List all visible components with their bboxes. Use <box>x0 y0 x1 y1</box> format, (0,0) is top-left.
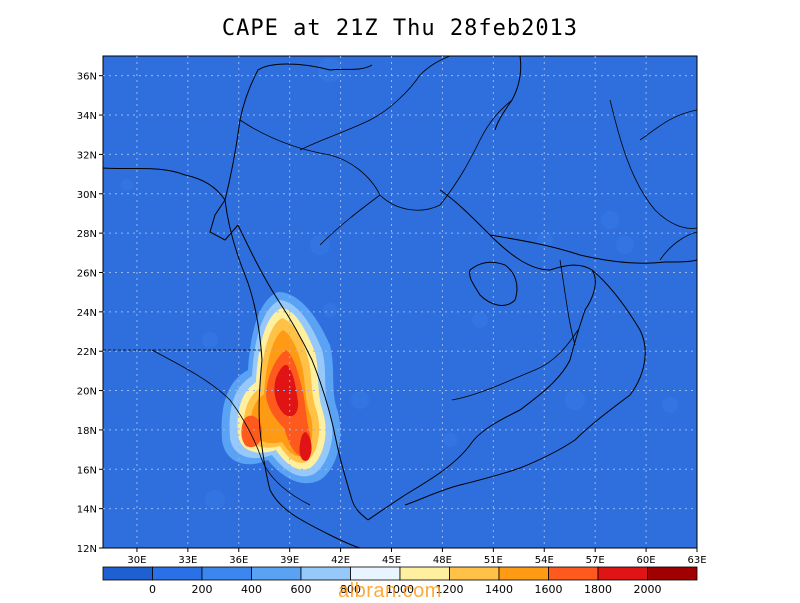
colorbar-label: 2000 <box>634 583 662 596</box>
colorbar-segment <box>548 566 599 581</box>
colorbar: 0 200 400 600 800 1000 1200 1400 1600 1800 2000 <box>102 566 698 596</box>
lat-tick-label: 12N <box>77 544 97 555</box>
lon-tick-label: 33E <box>178 555 197 566</box>
colorbar-segment <box>647 566 698 581</box>
borders <box>103 55 698 506</box>
lat-tick-label: 24N <box>77 308 97 319</box>
lon-tick-label: 45E <box>382 555 401 566</box>
lat-tick-label: 14N <box>77 505 97 516</box>
lat-tick-label: 28N <box>77 229 97 240</box>
colorbar-label: 400 <box>241 583 262 596</box>
colorbar-label: 1200 <box>436 583 464 596</box>
colorbar-segment <box>152 566 203 581</box>
lon-tick-label: 30E <box>127 555 146 566</box>
colorbar-segment <box>350 566 401 581</box>
colorbar-label: 200 <box>192 583 213 596</box>
colorbar-segment <box>300 566 351 581</box>
lon-tick-label: 48E <box>433 555 452 566</box>
map-plot-area <box>102 55 698 549</box>
lon-tick-label: 42E <box>331 555 350 566</box>
grid-lines <box>103 56 697 548</box>
colorbar-label: 1400 <box>485 583 513 596</box>
lon-tick-label: 36E <box>229 555 248 566</box>
lon-tick-label: 63E <box>687 555 706 566</box>
lat-tick-label: 30N <box>77 190 97 201</box>
colorbar-label: 0 <box>149 583 156 596</box>
lon-tick-label: 51E <box>484 555 503 566</box>
colorbar-segment <box>251 566 302 581</box>
colorbar-label: 600 <box>291 583 312 596</box>
lat-tick-label: 32N <box>77 150 97 161</box>
coastlines <box>102 55 698 549</box>
longitude-axis: 30E 33E 36E 39E 42E 45E 48E 51E 54E 57E 60E 63E <box>127 548 707 566</box>
lat-tick-label: 16N <box>77 465 97 476</box>
colorbar-label: 1800 <box>584 583 612 596</box>
lon-tick-label: 60E <box>637 555 656 566</box>
colorbar-label: 800 <box>340 583 361 596</box>
colorbar-segment <box>498 566 549 581</box>
lon-tick-label: 57E <box>586 555 605 566</box>
colorbar-segment <box>597 566 648 581</box>
lat-tick-label: 36N <box>77 72 97 83</box>
colorbar-segment <box>102 566 153 581</box>
colorbar-segment <box>399 566 450 581</box>
watermark: albran.com <box>338 580 442 602</box>
lat-tick-label: 26N <box>77 268 97 279</box>
lat-tick-label: 22N <box>77 347 97 358</box>
colorbar-segment <box>449 566 500 581</box>
lat-tick-label: 34N <box>77 111 97 122</box>
colorbar-label: 1600 <box>535 583 563 596</box>
map-title: CAPE at 21Z Thu 28feb2013 <box>221 16 579 41</box>
lat-tick-label: 18N <box>77 426 97 437</box>
lon-tick-label: 54E <box>535 555 554 566</box>
lat-tick-label: 20N <box>77 387 97 398</box>
colorbar-label: 1000 <box>386 583 414 596</box>
colorbar-segment <box>201 566 252 581</box>
lon-tick-label: 39E <box>280 555 299 566</box>
latitude-axis: 36N 34N 32N 30N 28N 26N 24N 22N 20N 18N 16N 14N 12N <box>77 72 103 555</box>
